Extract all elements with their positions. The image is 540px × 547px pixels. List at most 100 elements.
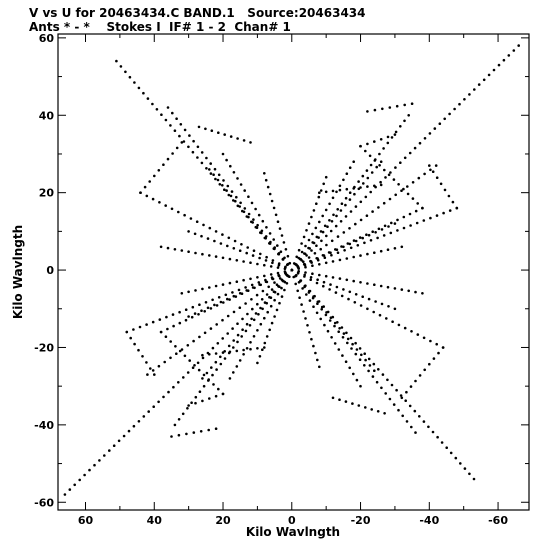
uv-point [137,420,141,423]
uv-point [273,281,276,284]
uv-point [263,172,266,175]
uv-point [142,91,145,95]
uv-point [153,174,156,178]
uv-point [324,313,328,317]
uv-point [335,190,338,194]
uv-point [186,371,190,374]
uv-point [278,301,281,305]
uv-point [331,276,335,279]
uv-point [389,231,393,235]
uv-point [352,372,355,376]
uv-point [294,274,298,277]
uv-point [399,125,402,128]
uv-point [311,232,314,236]
uv-point [322,182,326,186]
uv-point [264,237,268,240]
uv-point [171,313,175,316]
uv-point [303,263,307,266]
uv-point [406,185,409,188]
uv-point [334,224,338,228]
uv-point [232,339,235,342]
uv-point [299,257,303,261]
uv-point [382,201,386,205]
uv-point [427,425,430,429]
uv-point [192,139,195,143]
uv-point [232,171,236,174]
uv-point [400,245,404,249]
uv-point [322,254,326,257]
uv-point [186,407,189,410]
uv-point [127,429,131,433]
uv-point [315,202,318,205]
uv-point [210,129,214,132]
uv-point [344,203,347,207]
uv-point [178,321,182,325]
uv-point [463,467,467,470]
uv-point [307,222,311,225]
uv-point [239,183,243,186]
uv-point [367,369,370,373]
uv-point [438,122,442,125]
uv-point [172,324,175,328]
uv-point [249,341,252,344]
uv-point [429,216,432,220]
uv-point [242,260,245,263]
uv-point [180,141,184,144]
uv-point [250,201,254,205]
uv-point [141,355,144,358]
uv-point [200,151,204,154]
uv-point [245,289,248,292]
uv-point [213,303,216,307]
uv-point [165,315,168,319]
uv-point [364,358,367,362]
uv-point [180,249,184,252]
uv-point [319,230,323,233]
uv-point [280,295,284,298]
uv-point [164,118,168,122]
uv-point [322,280,326,284]
uv-point [223,133,226,136]
uv-point [397,408,400,412]
uv-point [277,252,281,256]
uv-point [347,297,350,301]
uv-point [512,49,516,52]
uv-point [315,311,319,315]
uv-point [217,173,221,177]
uv-point [232,310,236,314]
uv-point [201,353,204,357]
uv-point [305,293,308,296]
uv-point [402,215,406,219]
uv-point [221,152,225,156]
uv-point [331,189,335,193]
uv-point [400,288,404,291]
uv-point [184,308,188,312]
uv-point [147,410,150,413]
uv-point [191,305,195,309]
uv-point [295,263,298,266]
uv-point [453,107,456,111]
uv-point [422,420,426,423]
uv-point [395,388,398,392]
uv-point [197,368,201,372]
uv-point [212,173,215,176]
uv-point [303,252,307,256]
uv-point [324,274,328,278]
uv-point [193,312,197,315]
uv-point [275,308,279,312]
uv-point [270,288,274,291]
uv-point [203,310,206,313]
y-tick-label: 20 [39,187,55,200]
uv-point [184,318,188,322]
uv-point [241,317,244,321]
uv-point [330,253,333,257]
uv-point [73,483,76,487]
uv-point [331,260,335,263]
uv-point [201,287,204,291]
uv-point [338,258,342,262]
uv-point [234,295,238,298]
uv-point [227,236,231,240]
uv-point [315,244,318,247]
uv-point [241,328,244,332]
uv-point [250,317,253,321]
uv-point [365,233,368,236]
